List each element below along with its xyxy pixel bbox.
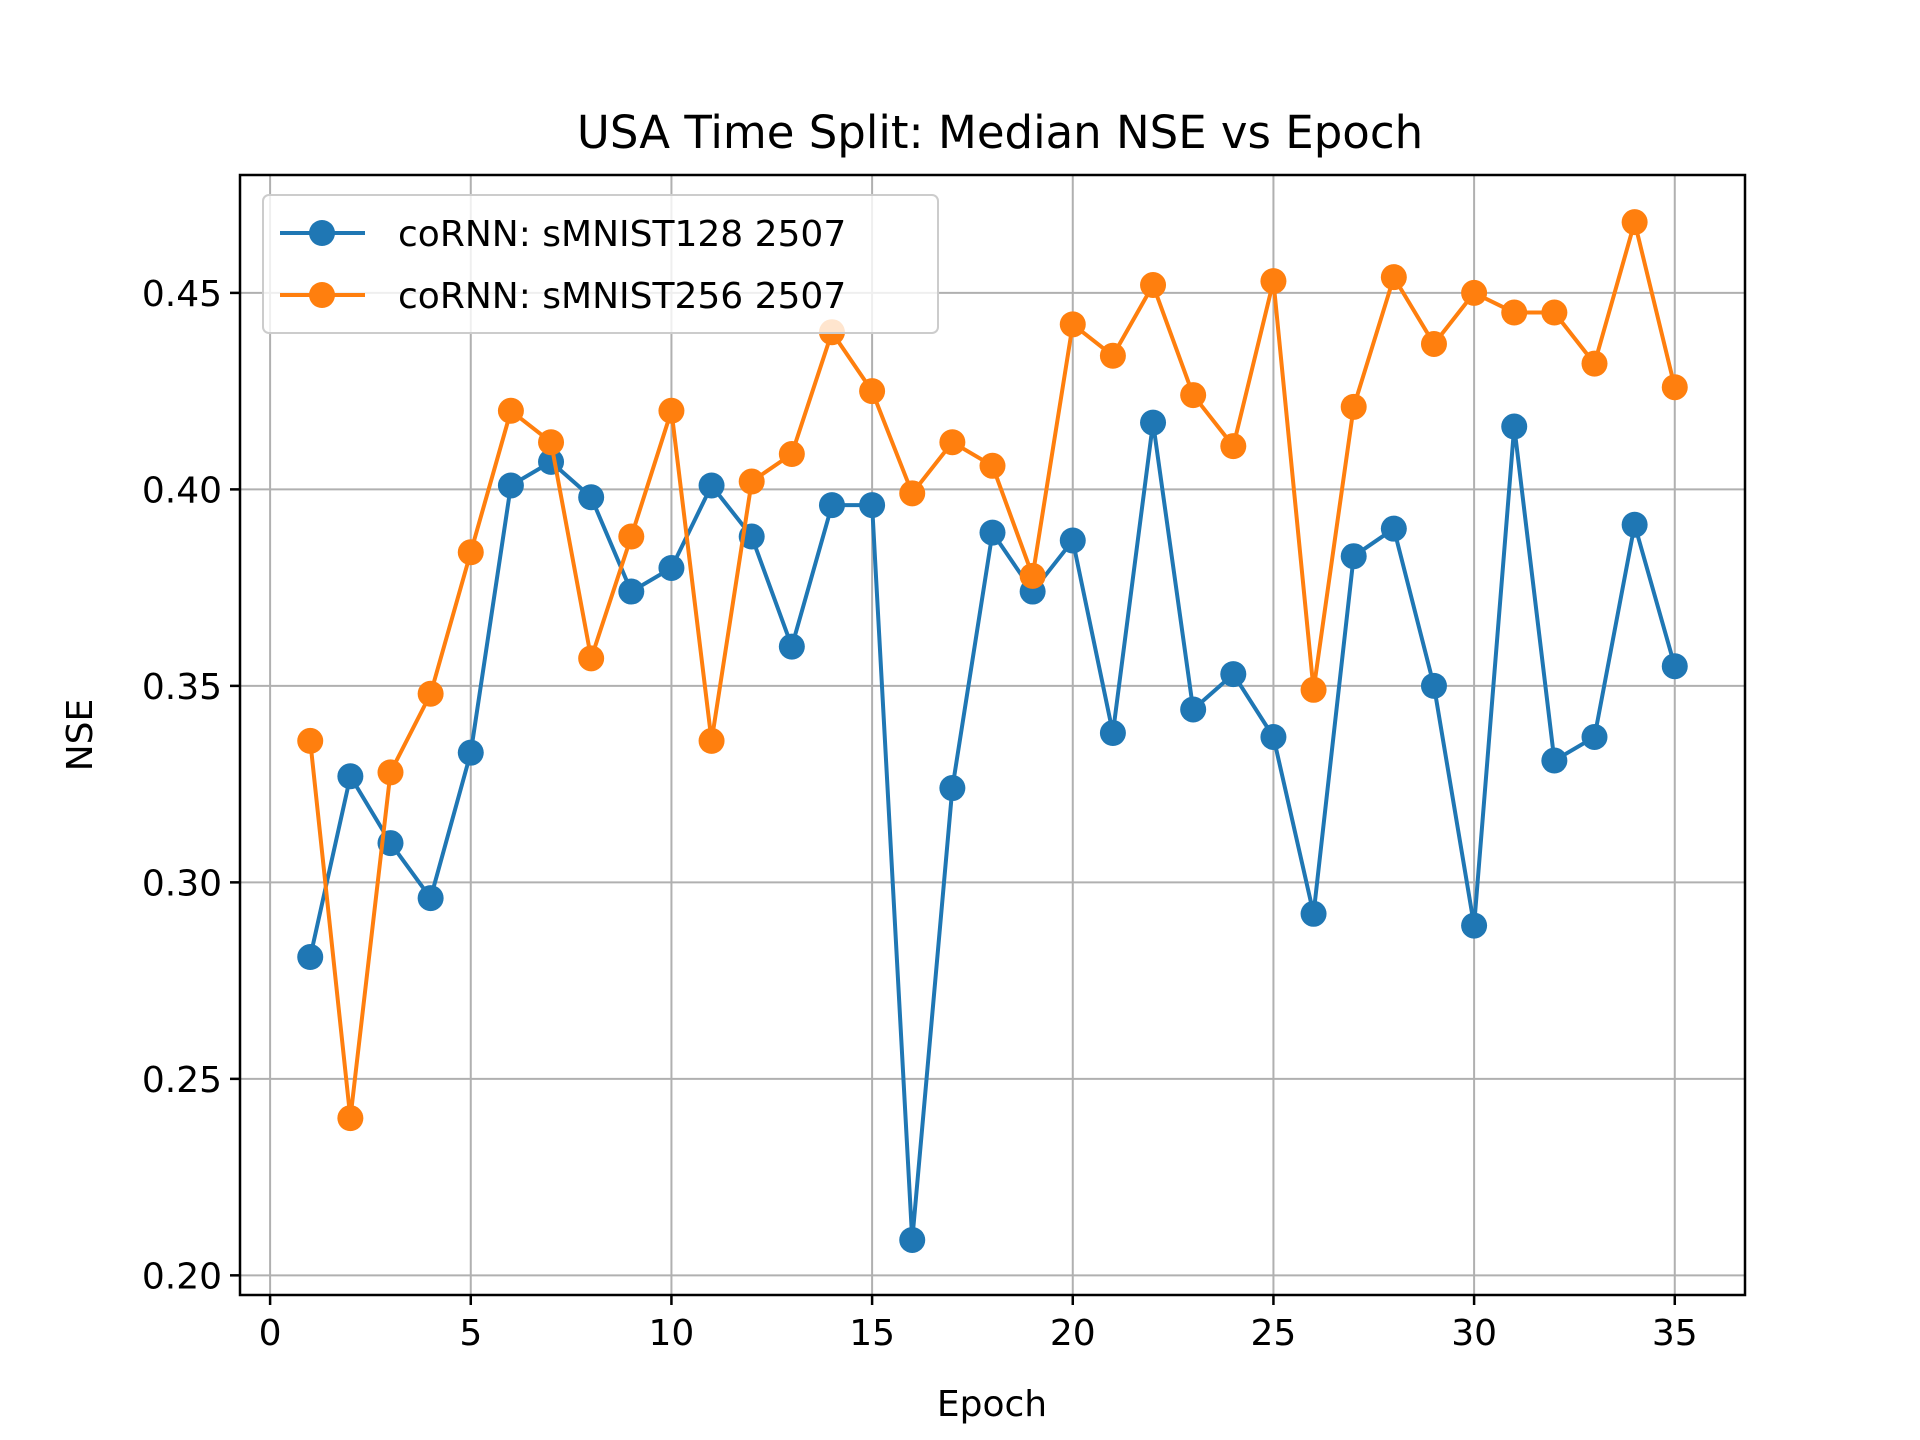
data-point — [698, 472, 725, 499]
legend-label-sMNIST128: coRNN: sMNIST128 2507 — [398, 214, 846, 255]
plot-frame — [238, 173, 1747, 1297]
y-tick-label: 0.30 — [142, 863, 222, 904]
data-point — [1581, 723, 1608, 750]
data-point — [1541, 299, 1568, 326]
data-point — [738, 468, 765, 495]
data-point — [337, 1105, 364, 1132]
data-point — [859, 378, 886, 405]
data-point — [818, 492, 845, 519]
x-tick-label: 10 — [649, 1313, 695, 1354]
data-point — [979, 519, 1006, 546]
data-point — [698, 727, 725, 754]
y-tick-label: 0.20 — [142, 1256, 222, 1297]
legend: coRNN: sMNIST128 2507 coRNN: sMNIST256 2… — [262, 194, 939, 334]
data-point — [1099, 720, 1126, 747]
chart-title: USA Time Split: Median NSE vs Epoch — [577, 106, 1423, 159]
data-point — [1461, 279, 1488, 306]
data-point — [1380, 515, 1407, 542]
data-point — [1300, 676, 1327, 703]
data-point — [1380, 264, 1407, 291]
y-tick-label: 0.45 — [142, 274, 222, 315]
data-point — [658, 554, 685, 581]
y-tick-label: 0.35 — [142, 667, 222, 708]
data-point — [979, 452, 1006, 479]
data-point — [457, 539, 484, 566]
x-axis: 0 5 10 15 20 25 30 35 — [259, 1295, 1698, 1354]
y-axis: 0.20 0.25 0.30 0.35 0.40 0.45 — [142, 274, 240, 1297]
data-point — [417, 885, 444, 912]
data-point — [939, 775, 966, 802]
x-tick-label: 25 — [1251, 1313, 1297, 1354]
plot-area — [240, 175, 1745, 1295]
data-point — [1180, 382, 1207, 409]
data-point — [618, 523, 645, 550]
data-point — [899, 1226, 926, 1253]
data-point — [337, 763, 364, 790]
data-point — [1260, 268, 1287, 295]
series-2 — [297, 209, 1688, 1132]
data-point — [1621, 511, 1648, 538]
data-point — [1661, 374, 1688, 401]
x-tick-label: 15 — [849, 1313, 895, 1354]
data-point — [1420, 330, 1447, 357]
data-point — [578, 645, 605, 672]
x-tick-label: 20 — [1050, 1313, 1096, 1354]
data-point — [1501, 299, 1528, 326]
data-point — [377, 759, 404, 786]
data-point — [1501, 413, 1528, 440]
data-point — [1180, 696, 1207, 723]
data-point — [899, 480, 926, 507]
data-point — [1621, 209, 1648, 236]
data-point — [1059, 311, 1086, 338]
y-axis-label: NSE — [60, 699, 101, 772]
data-point — [1140, 409, 1167, 436]
x-tick-label: 5 — [459, 1313, 482, 1354]
data-point — [1541, 747, 1568, 774]
data-point — [1220, 433, 1247, 460]
legend-marker-sMNIST128 — [309, 220, 335, 246]
data-point — [297, 944, 324, 971]
data-point — [497, 397, 524, 424]
data-point — [658, 397, 685, 424]
data-point — [1059, 527, 1086, 554]
y-tick-label: 0.25 — [142, 1060, 222, 1101]
grid — [240, 175, 1745, 1295]
data-point — [497, 472, 524, 499]
x-axis-label: Epoch — [937, 1384, 1047, 1425]
data-point — [778, 441, 805, 468]
data-point — [1140, 272, 1167, 299]
x-tick-label: 0 — [259, 1313, 282, 1354]
y-tick-label: 0.40 — [142, 470, 222, 511]
x-tick-label: 35 — [1652, 1313, 1698, 1354]
data-point — [1260, 723, 1287, 750]
data-point — [618, 578, 645, 605]
data-point — [1340, 393, 1367, 420]
data-point — [859, 492, 886, 519]
data-point — [1099, 342, 1126, 369]
legend-marker-sMNIST256 — [309, 282, 335, 308]
data-point — [417, 680, 444, 707]
data-point — [1581, 350, 1608, 377]
x-tick-label: 30 — [1451, 1313, 1497, 1354]
data-point — [297, 727, 324, 754]
data-point — [1420, 672, 1447, 699]
series-layer — [297, 209, 1688, 1253]
series-1 — [297, 409, 1688, 1253]
data-point — [1661, 653, 1688, 680]
legend-label-sMNIST256: coRNN: sMNIST256 2507 — [398, 276, 846, 317]
data-point — [578, 484, 605, 511]
data-point — [1340, 543, 1367, 570]
data-point — [939, 429, 966, 456]
legend-box — [262, 194, 939, 334]
data-point — [1461, 912, 1488, 939]
data-point — [1019, 562, 1046, 589]
data-point — [457, 739, 484, 766]
data-point — [778, 633, 805, 660]
data-point — [538, 429, 565, 456]
data-point — [1220, 661, 1247, 688]
data-point — [1300, 900, 1327, 927]
